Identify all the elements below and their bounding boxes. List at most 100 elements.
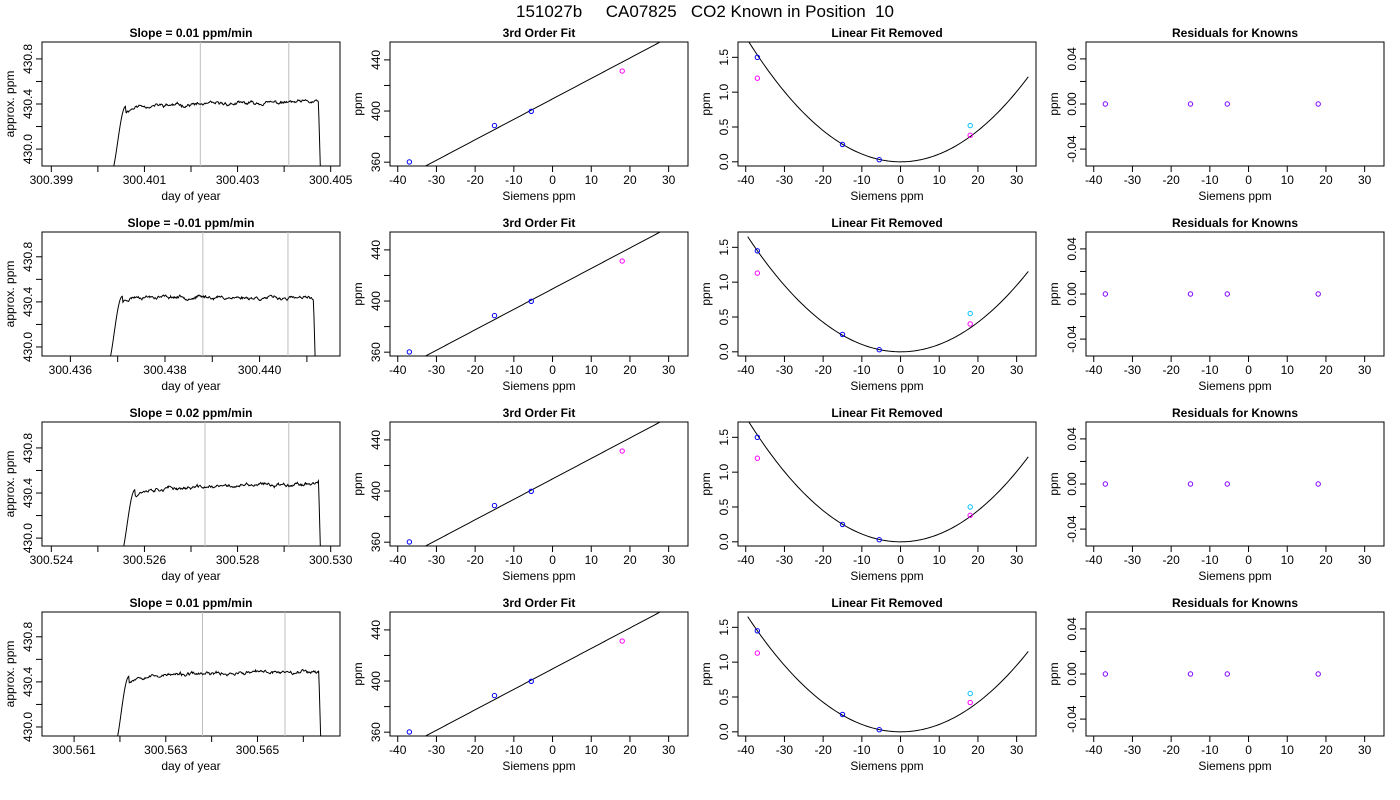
panel-title: Slope = 0.02 ppm/min bbox=[129, 406, 252, 420]
x-tick-label: 0 bbox=[897, 743, 904, 757]
x-tick-label: 0 bbox=[897, 173, 904, 187]
x-tick-label: 10 bbox=[1281, 363, 1295, 377]
x-tick-label: 300.436 bbox=[49, 363, 93, 377]
x-tick-label: -40 bbox=[389, 553, 407, 567]
x-tick-label: 300.438 bbox=[143, 363, 187, 377]
fit-curve bbox=[747, 236, 1029, 353]
plot-frame bbox=[737, 421, 1037, 547]
x-tick-label: -20 bbox=[466, 363, 484, 377]
x-tick-label: 10 bbox=[933, 173, 947, 187]
x-tick-label: -40 bbox=[737, 173, 755, 187]
plot-area bbox=[406, 232, 662, 356]
plot-frame bbox=[389, 231, 689, 357]
x-tick-label: -20 bbox=[1162, 173, 1180, 187]
data-point bbox=[967, 699, 973, 706]
data-point bbox=[967, 132, 973, 139]
x-axis-label: Siemens ppm bbox=[850, 189, 923, 203]
y-tick-label: 0.00 bbox=[1065, 282, 1079, 306]
y-tick-label: 360 bbox=[369, 532, 383, 552]
plot-frame bbox=[1085, 611, 1385, 737]
x-tick-label: 0 bbox=[549, 553, 556, 567]
y-tick-label: 440 bbox=[369, 430, 383, 450]
y-tick-label: 0.04 bbox=[1065, 617, 1079, 641]
chart-panel: Slope = 0.01 ppm/min 300.399 300.401 300.40… bbox=[3, 26, 353, 203]
y-tick-label: 430.4 bbox=[21, 667, 35, 697]
x-tick-label: 300.440 bbox=[238, 363, 282, 377]
plot-area bbox=[110, 232, 316, 356]
x-tick-label: 0 bbox=[1245, 363, 1252, 377]
plot-area bbox=[123, 422, 321, 546]
x-tick-label: 30 bbox=[1010, 173, 1024, 187]
data-point bbox=[839, 521, 846, 528]
x-axis-label: Siemens ppm bbox=[502, 189, 575, 203]
x-tick-label: 30 bbox=[1010, 553, 1024, 567]
panel-title: 3rd Order Fit bbox=[503, 406, 576, 420]
x-tick-label: -40 bbox=[1085, 743, 1103, 757]
x-tick-label: 20 bbox=[623, 363, 637, 377]
data-point bbox=[619, 258, 625, 264]
plot-frame bbox=[737, 611, 1037, 737]
y-axis-label: ppm bbox=[1047, 92, 1061, 115]
x-tick-label: 20 bbox=[623, 553, 637, 567]
y-tick-label: 0.00 bbox=[1065, 662, 1079, 686]
y-axis-label: ppm bbox=[699, 282, 713, 305]
chart-panel: Slope = 0.01 ppm/min 300.561 300.563 300.56… bbox=[3, 596, 341, 773]
analyzer-trace bbox=[110, 294, 316, 356]
x-tick-label: 20 bbox=[971, 173, 985, 187]
data-point bbox=[967, 310, 973, 317]
y-tick-label: 0.00 bbox=[1065, 92, 1079, 116]
y-tick-label: 430.8 bbox=[21, 241, 35, 271]
y-tick-label: 0.5 bbox=[717, 118, 731, 135]
y-axis-label: ppm bbox=[1047, 662, 1061, 685]
data-point bbox=[528, 108, 534, 114]
x-tick-label: -30 bbox=[428, 363, 446, 377]
data-point bbox=[876, 157, 882, 163]
data-point bbox=[528, 488, 534, 494]
x-tick-label: 30 bbox=[1358, 553, 1372, 567]
data-point bbox=[754, 248, 761, 254]
data-point bbox=[1102, 291, 1109, 297]
x-tick-label: 30 bbox=[1010, 743, 1024, 757]
chart-panel: Slope = 0.02 ppm/min 300.524 300.526 300.52… bbox=[3, 406, 353, 583]
plot-area bbox=[113, 42, 321, 166]
x-tick-label: -10 bbox=[853, 363, 871, 377]
chart-panel: 3rd Order Fit -40 -30 -20 -10 0 10 20 30 360 400 44… bbox=[351, 406, 689, 583]
data-point bbox=[876, 347, 882, 353]
fit-curve bbox=[424, 612, 662, 736]
chart-panel: Linear Fit Removed -40 -30 -20 -10 0 10 20 30 0.0… bbox=[699, 596, 1037, 773]
x-tick-label: 0 bbox=[549, 173, 556, 187]
y-tick-label: 1.5 bbox=[717, 619, 731, 636]
chart-panel: Residuals for Knowns -40 -30 -20 -10 0 10 20 30 -… bbox=[1047, 406, 1385, 583]
x-tick-label: 30 bbox=[1358, 363, 1372, 377]
y-tick-label: 0.5 bbox=[717, 308, 731, 325]
analyzer-trace bbox=[113, 98, 321, 166]
x-tick-label: -10 bbox=[505, 173, 523, 187]
x-axis-label: day of year bbox=[161, 569, 220, 583]
chart-panel: 3rd Order Fit -40 -30 -20 -10 0 10 20 30 360 400 44… bbox=[351, 596, 689, 773]
y-tick-label: 0.5 bbox=[717, 498, 731, 515]
data-point bbox=[876, 537, 882, 543]
x-tick-label: -40 bbox=[389, 743, 407, 757]
x-tick-label: -30 bbox=[776, 743, 794, 757]
y-tick-label: 400 bbox=[369, 291, 383, 311]
x-axis-label: Siemens ppm bbox=[850, 379, 923, 393]
plot-area bbox=[117, 612, 322, 736]
data-point bbox=[967, 321, 973, 327]
x-tick-label: -30 bbox=[428, 553, 446, 567]
x-tick-label: 10 bbox=[1281, 553, 1295, 567]
x-tick-label: -30 bbox=[428, 173, 446, 187]
x-axis-label: Siemens ppm bbox=[1198, 189, 1271, 203]
figure-title: 151027b CA07825 CO2 Known in Position 10 bbox=[516, 2, 894, 21]
x-axis-label: Siemens ppm bbox=[502, 759, 575, 773]
plot-area bbox=[747, 236, 1029, 353]
y-axis-label: approx. ppm bbox=[3, 261, 17, 328]
x-tick-label: 20 bbox=[1319, 173, 1333, 187]
x-tick-label: 20 bbox=[1319, 553, 1333, 567]
x-tick-label: 0 bbox=[1245, 173, 1252, 187]
y-tick-label: 440 bbox=[369, 240, 383, 260]
x-tick-label: -10 bbox=[1201, 553, 1219, 567]
plot-area bbox=[406, 422, 662, 546]
x-tick-label: 20 bbox=[971, 553, 985, 567]
x-tick-label: 30 bbox=[662, 553, 676, 567]
